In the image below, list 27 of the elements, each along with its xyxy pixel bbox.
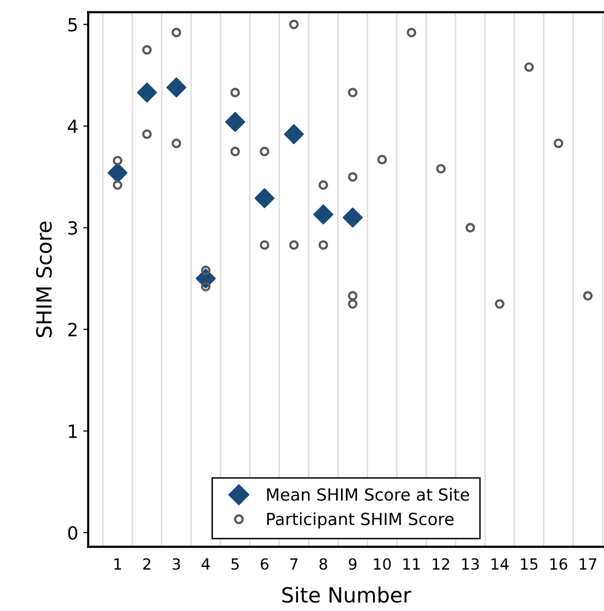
x-tick-label: 12 — [432, 558, 450, 570]
legend-label: Mean SHIM Score at Site — [267, 488, 470, 501]
x-tick-label: 6 — [260, 558, 268, 570]
y-axis-title: SHIM Score — [36, 222, 52, 338]
y-tick-label: 0 — [68, 526, 78, 540]
x-tick-label: 1 — [114, 558, 122, 570]
x-tick-label: 17 — [580, 558, 596, 570]
x-tick-label: 7 — [290, 558, 298, 570]
x-tick-label: 15 — [521, 558, 538, 570]
x-tick-label: 10 — [374, 558, 391, 570]
x-axis-title: Site Number — [282, 586, 412, 603]
y-tick-label: 2 — [68, 322, 77, 336]
x-tick-label: 14 — [492, 558, 509, 570]
x-tick-label: 4 — [202, 558, 210, 570]
x-tick-label: 13 — [462, 558, 479, 570]
y-tick-label: 3 — [68, 221, 78, 235]
x-tick-label: 11 — [403, 558, 420, 570]
x-tick-label: 5 — [231, 558, 239, 570]
x-tick-label: 3 — [172, 558, 180, 570]
x-tick-label: 9 — [348, 558, 356, 570]
x-tick-label: 8 — [319, 558, 328, 570]
x-tick-label: 16 — [550, 558, 568, 570]
y-tick-label: 5 — [68, 18, 77, 32]
legend-label: Participant SHIM Score — [267, 512, 454, 529]
y-tick-label: 4 — [68, 120, 78, 133]
x-tick-label: 2 — [143, 558, 150, 570]
y-tick-label: 1 — [68, 424, 77, 438]
